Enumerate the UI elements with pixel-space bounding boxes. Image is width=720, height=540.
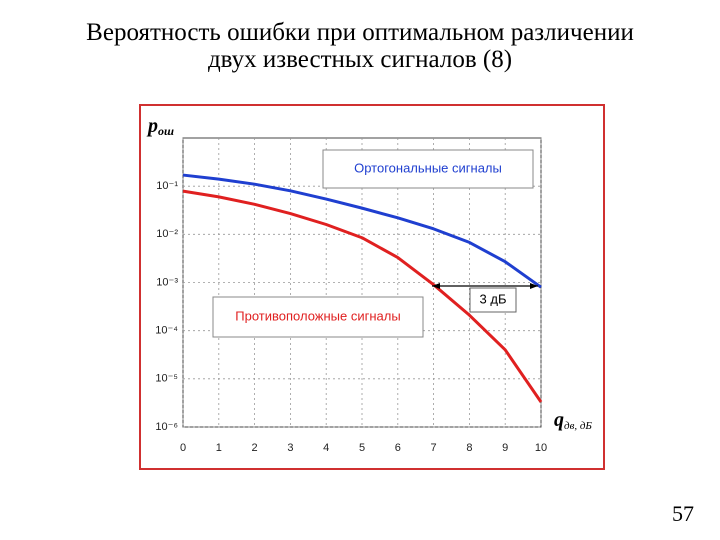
x-label-symbol: q: [554, 409, 564, 431]
y-axis-label: pош: [146, 115, 174, 138]
x-tick-label: 2: [252, 442, 258, 454]
y-tick-label: 10⁻³: [156, 276, 178, 288]
x-axis-label: qдв, дБ: [554, 409, 592, 432]
annotation: 3 дБ: [480, 291, 507, 306]
page-number: 57: [672, 501, 694, 526]
series-line: [182, 189, 543, 403]
legend-box: [322, 149, 534, 189]
x-tick-label: 7: [431, 442, 437, 454]
x-tick-label: 4: [323, 442, 329, 454]
y-tick-label: 10⁻¹: [156, 180, 178, 192]
x-tick-label: 10: [535, 442, 547, 454]
annotation-box: [469, 287, 517, 313]
y-tick-label: 10⁻⁴: [155, 325, 178, 337]
x-tick-label: 3: [287, 442, 293, 454]
y-tick-label: 10⁻²: [156, 228, 178, 240]
slide-title: Вероятность ошибки при оптимальном разли…: [86, 19, 634, 46]
x-tick-label: 6: [395, 442, 401, 454]
x-tick-label: 0: [180, 442, 186, 454]
x-tick-label: 5: [359, 442, 365, 454]
legend-box: [212, 296, 424, 338]
lines: [182, 173, 543, 403]
y-tick-label: 10⁻⁵: [155, 373, 178, 385]
series-line: [182, 173, 542, 289]
x-tick-label: 8: [466, 442, 472, 454]
y-label-symbol: p: [146, 115, 158, 137]
legend-label: Противоположные сигналы: [235, 308, 400, 323]
y-tick-label: 10⁻⁶: [155, 421, 178, 433]
legend-label: Ортогональные сигналы: [354, 160, 502, 175]
x-tick-label: 9: [502, 442, 508, 454]
grid: [182, 138, 542, 428]
x-label-subscript: дв, дБ: [564, 420, 592, 432]
y-label-subscript: ош: [158, 124, 174, 138]
x-tick-label: 1: [216, 442, 222, 454]
slide-title: двух известных сигналов (8): [208, 46, 512, 73]
